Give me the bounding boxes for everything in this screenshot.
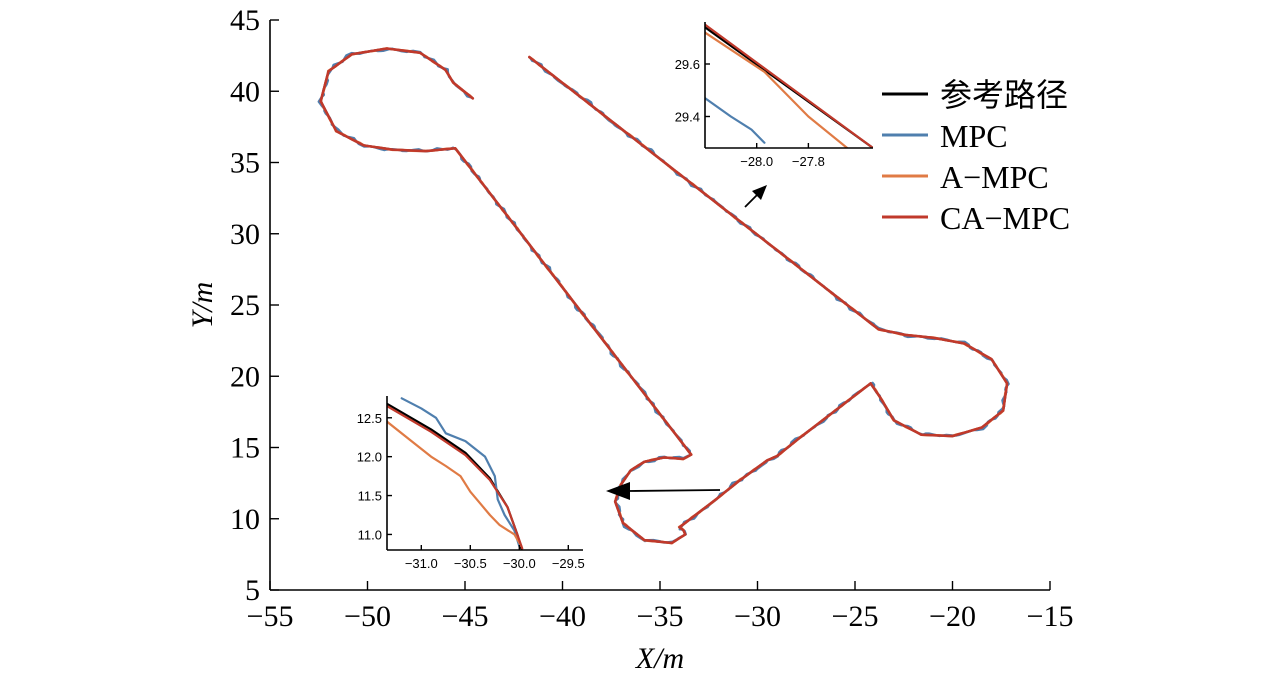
x-tick-label: −20 [929, 600, 976, 633]
inset-x-tick-label: −30.0 [503, 556, 536, 571]
inset-y-tick-label: 29.4 [675, 110, 700, 125]
inset-top-zoom: −28.0 −27.8 29.4 29.6 [675, 22, 873, 169]
inset-series-line [400, 397, 521, 548]
inset-x-tick-label: −27.8 [792, 154, 825, 169]
x-tick-label: −40 [539, 600, 586, 633]
x-tick-label: −45 [442, 600, 489, 633]
inset-y-tick-label: 11.5 [358, 489, 382, 504]
legend-label: 参考路径 [940, 77, 1068, 113]
y-tick-label: 35 [230, 147, 260, 180]
x-axis-title: X/m [635, 642, 684, 675]
x-tick-label: −30 [734, 600, 781, 633]
inset-series-line [705, 31, 849, 148]
y-axis-title: Y/m [186, 282, 219, 329]
inset-x-tick-label: −30.5 [454, 556, 487, 571]
y-tick-label: 10 [230, 503, 260, 536]
main-series-group [317, 47, 1010, 545]
inset-series-group [705, 23, 873, 148]
inset-series-group [387, 397, 524, 550]
inset-bottom-zoom: −31.0 −30.5 −30.0 −29.5 11.0 11.5 12.0 12.5 [357, 396, 585, 571]
inset-x-tick-label: −28.0 [740, 154, 773, 169]
arrow-top [744, 185, 767, 208]
x-tick-label: −25 [832, 600, 879, 633]
x-tick-label: −35 [637, 600, 684, 633]
inset-x-tick-label: −31.0 [405, 556, 438, 571]
x-tick-label: −55 [247, 600, 294, 633]
legend-label: CA−MPC [940, 200, 1070, 236]
legend: 参考路径 MPC A−MPC CA−MPC [882, 77, 1070, 236]
y-tick-label: 15 [230, 432, 260, 465]
legend-label: A−MPC [940, 159, 1049, 195]
inset-series-line [705, 23, 873, 148]
main-axes: −55 −50 −45 −40 −35 −30 −25 −20 −15 5 10 15 20 25 30 35… [230, 4, 1073, 633]
y-tick-label: 45 [230, 4, 260, 37]
y-tick-label: 5 [245, 574, 260, 607]
arrow-bottom [606, 482, 721, 500]
inset-x-tick-label: −29.5 [552, 556, 585, 571]
x-tick-label: −15 [1027, 600, 1074, 633]
y-tick-label: 25 [230, 289, 260, 322]
inset-y-tick-label: 29.6 [675, 57, 700, 72]
series-line [319, 47, 1009, 545]
inset-series-line [387, 405, 524, 550]
x-tick-label: −50 [344, 600, 391, 633]
legend-label: MPC [940, 118, 1008, 154]
inset-series-line [705, 97, 766, 144]
inset-y-tick-label: 11.0 [358, 527, 382, 542]
y-tick-label: 30 [230, 218, 260, 251]
inset-series-line [387, 420, 523, 548]
y-tick-label: 40 [230, 75, 260, 108]
inset-y-tick-label: 12.5 [357, 411, 382, 426]
y-tick-label: 20 [230, 360, 260, 393]
inset-y-tick-label: 12.0 [357, 450, 382, 465]
